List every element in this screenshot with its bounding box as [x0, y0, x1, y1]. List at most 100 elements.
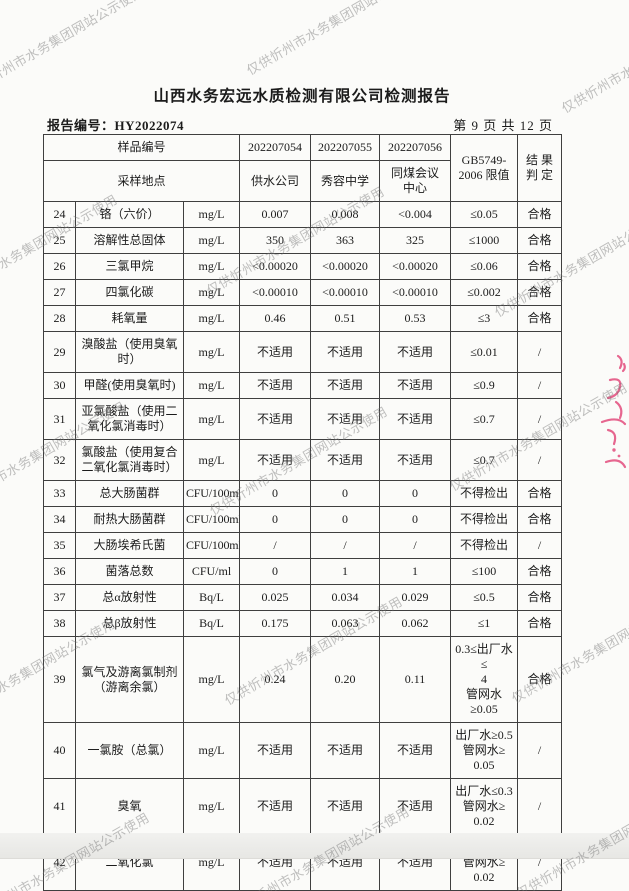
cell-value-2: <0.00020	[310, 253, 380, 280]
cell-item: 总β放射性	[75, 610, 184, 637]
cell-value-3: 不适用	[379, 398, 451, 440]
cell-value-3: 不适用	[379, 372, 451, 399]
cell-unit: mg/L	[183, 201, 240, 228]
cell-result: 合格	[517, 279, 562, 306]
cell-seq: 30	[43, 372, 76, 399]
cell-value-3: 0.062	[379, 610, 451, 637]
table-row: 31 亚氯酸盐（使用二氧化氯消毒时） mg/L 不适用 不适用 不适用 ≤0.7/	[43, 398, 562, 440]
cell-value-1: 0.175	[239, 610, 311, 637]
cell-value-3: 325	[379, 227, 451, 254]
table-row: 39 氯气及游离氯制剂（游离余氯） mg/L 0.24 0.20 0.11 0.3≤出厂水≤…	[43, 636, 562, 723]
cell-item: 溴酸盐（使用臭氧时）	[75, 331, 184, 373]
cell-value-2: 不适用	[310, 372, 380, 399]
cell-value-3: <0.00020	[379, 253, 451, 280]
header-row-sample-id: 样品编号 202207054 202207055 202207056 GB574…	[43, 134, 562, 202]
table-row: 41 臭氧 mg/L 不适用 不适用 不适用 出厂水≤0.3 管网水≥ 0.02/	[43, 778, 562, 835]
table-row: 25 溶解性总固体 mg/L 350 363 325 ≤1000 合格	[43, 227, 562, 254]
cell-value-2: /	[310, 532, 380, 559]
cell-value-2: 0	[310, 506, 380, 533]
cell-value-2: 不适用	[310, 331, 380, 373]
cell-value-3: <0.00010	[379, 279, 451, 306]
water-quality-results-table: 样品编号 202207054 202207055 202207056 GB574…	[43, 134, 562, 891]
cell-value-1: /	[239, 532, 311, 559]
cell-item: 氯气及游离氯制剂（游离余氯）	[75, 636, 184, 723]
table-row: 28 耗氧量 mg/L 0.46 0.51 0.53 ≤3 合格	[43, 305, 562, 332]
cell-result: 合格	[517, 558, 562, 585]
cell-item: 亚氯酸盐（使用二氧化氯消毒时）	[75, 398, 184, 440]
cell-value-3: 0	[379, 480, 451, 507]
cell-result: 合格	[517, 610, 562, 637]
cell-value-3: 1	[379, 558, 451, 585]
table-row: 27 四氯化碳 mg/L <0.00010 <0.00010 <0.00010 ≤0.002…	[43, 279, 562, 306]
table-row: 38 总β放射性 Bq/L 0.175 0.063 0.062 ≤1 合格	[43, 610, 562, 637]
cell-limit: ≤0.5	[450, 584, 518, 611]
cell-unit: mg/L	[183, 253, 240, 280]
table-row: 40 一氯胺（总氯） mg/L 不适用 不适用 不适用 出厂水≥0.5 管网水≥ 0.05/	[43, 722, 562, 779]
cell-unit: mg/L	[183, 636, 240, 723]
cell-result: /	[517, 439, 562, 481]
cell-value-2: 363	[310, 227, 380, 254]
header-location-1: 供水公司	[239, 160, 311, 202]
table-row: 32 氯酸盐（使用复合二氧化氯消毒时） mg/L 不适用 不适用 不适用 ≤0.7/	[43, 439, 562, 481]
header-sample-id-1: 202207054	[239, 134, 311, 161]
cell-limit: 不得检出	[450, 480, 518, 507]
cell-value-1: 0	[239, 506, 311, 533]
table-row: 24 铬（六价） mg/L 0.007 0.008 <0.004 ≤0.05 合格	[43, 201, 562, 228]
cell-item: 总大肠菌群	[75, 480, 184, 507]
cell-result: 合格	[517, 305, 562, 332]
cell-result: /	[517, 532, 562, 559]
table-row: 36 菌落总数 CFU/ml 0 1 1 ≤100 合格	[43, 558, 562, 585]
cell-unit: CFU/100ml	[183, 532, 240, 559]
cell-result: /	[517, 778, 562, 835]
cell-value-1: 350	[239, 227, 311, 254]
cell-unit: mg/L	[183, 372, 240, 399]
cell-seq: 24	[43, 201, 76, 228]
cell-value-1: 不适用	[239, 722, 311, 779]
cell-seq: 37	[43, 584, 76, 611]
cell-value-1: 0.46	[239, 305, 311, 332]
cell-unit: mg/L	[183, 398, 240, 440]
cell-seq: 27	[43, 279, 76, 306]
report-number: 报告编号：HY2022074	[47, 118, 185, 133]
cell-value-2: 0	[310, 480, 380, 507]
cell-result: 合格	[517, 253, 562, 280]
cell-value-3: 0.11	[379, 636, 451, 723]
cell-limit: ≤100	[450, 558, 518, 585]
cell-item: 耐热大肠菌群	[75, 506, 184, 533]
cell-seq: 31	[43, 398, 76, 440]
cell-unit: mg/L	[183, 439, 240, 481]
cell-seq: 28	[43, 305, 76, 332]
cell-item: 大肠埃希氏菌	[75, 532, 184, 559]
cell-result: /	[517, 372, 562, 399]
cell-unit: mg/L	[183, 778, 240, 835]
cell-value-1: 0.24	[239, 636, 311, 723]
table-row: 30 甲醛(使用臭氧时) mg/L 不适用 不适用 不适用 ≤0.9/	[43, 372, 562, 399]
cell-value-2: 0.063	[310, 610, 380, 637]
cell-value-1: <0.00010	[239, 279, 311, 306]
cell-limit: 不得检出	[450, 532, 518, 559]
cell-unit: mg/L	[183, 279, 240, 306]
cell-result: /	[517, 331, 562, 373]
cell-item: 总α放射性	[75, 584, 184, 611]
cell-item: 氯酸盐（使用复合二氧化氯消毒时）	[75, 439, 184, 481]
cell-limit: ≤0.01	[450, 331, 518, 373]
header-location-2: 秀容中学	[310, 160, 380, 202]
cell-unit: mg/L	[183, 305, 240, 332]
cell-limit: ≤0.002	[450, 279, 518, 306]
header-location-label: 采样地点	[43, 160, 240, 202]
header-row-location: 采样地点 供水公司 秀容中学 同煤会议 中心	[43, 160, 562, 202]
cell-limit: ≤0.7	[450, 398, 518, 440]
cell-value-3: 不适用	[379, 722, 451, 779]
cell-seq: 39	[43, 636, 76, 723]
cell-unit: Bq/L	[183, 610, 240, 637]
cell-value-3: 不适用	[379, 778, 451, 835]
cell-value-1: 0	[239, 558, 311, 585]
table-row: 34 耐热大肠菌群 CFU/100ml 0 0 0 不得检出 合格	[43, 506, 562, 533]
cell-limit: ≤3	[450, 305, 518, 332]
cell-limit: 出厂水≤0.3 管网水≥ 0.02	[450, 778, 518, 835]
header-sample-id-label: 样品编号	[43, 134, 240, 161]
cell-value-1: 不适用	[239, 331, 311, 373]
table-row: 33 总大肠菌群 CFU/100ml 0 0 0 不得检出 合格	[43, 480, 562, 507]
cell-value-2: 不适用	[310, 398, 380, 440]
cell-result: 合格	[517, 227, 562, 254]
